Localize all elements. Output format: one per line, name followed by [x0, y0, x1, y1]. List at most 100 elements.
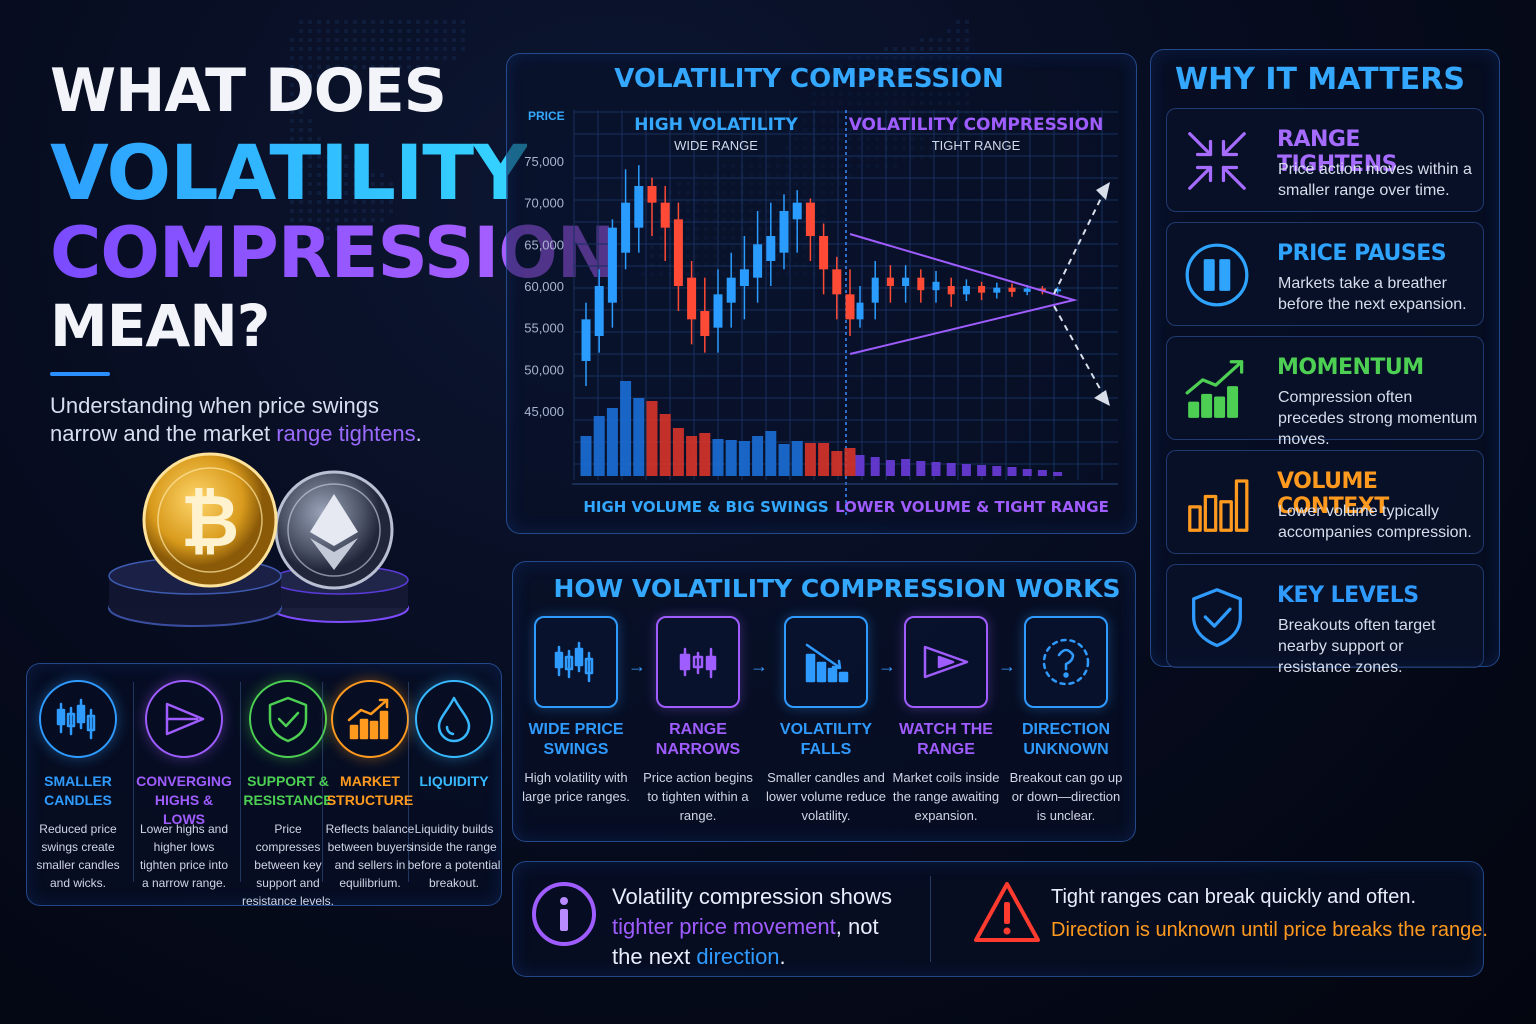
volume-bar — [992, 466, 1002, 476]
price-axis-label: PRICE — [528, 109, 565, 123]
candle-body — [726, 277, 736, 303]
bitcoin-coin-icon: ₿ — [142, 452, 278, 588]
volume-bars-icon — [1181, 467, 1253, 539]
why-item-5: KEY LEVELS Breakouts often target nearby… — [1166, 564, 1484, 676]
concept-desc: Price compresses between key support and… — [241, 822, 335, 908]
candle-body — [779, 211, 789, 253]
volume-bar — [804, 443, 816, 476]
concept-1: SMALLER CANDLES Reduced price swings cre… — [28, 672, 128, 892]
volume-bar — [765, 431, 777, 476]
concept-name: SUPPORT & RESISTANCE — [243, 773, 333, 808]
hero-subtitle: Understanding when price swings narrow a… — [50, 393, 422, 446]
candle-body — [766, 236, 776, 261]
concept-separator — [133, 682, 134, 882]
breakout-down-arrow — [1053, 305, 1105, 397]
candle-body — [947, 286, 955, 295]
ethereum-coin-icon — [274, 470, 394, 590]
warning-icon — [974, 882, 1040, 942]
concept-separator — [322, 682, 323, 882]
volume-bar — [633, 398, 645, 476]
why-item-3: MOMENTUM Compression often precedes stro… — [1166, 336, 1484, 448]
question-icon — [1024, 616, 1108, 708]
candle-body — [1054, 289, 1062, 292]
candle-body — [621, 202, 631, 253]
drop-icon — [415, 680, 493, 758]
footer-divider — [930, 876, 931, 962]
falling-bars-icon — [784, 616, 868, 708]
concept-4: MARKET STRUCTURE Reflects balance betwee… — [322, 672, 418, 892]
chart-panel-title: VOLATILITY COMPRESSION — [614, 64, 1004, 94]
breakout-up-arrow — [1053, 187, 1107, 295]
concept-5: LIQUIDITY Liquidity builds inside the ra… — [404, 672, 504, 892]
step-desc: Smaller candles and lower volume reduce … — [766, 770, 886, 823]
shield-check-icon — [249, 680, 327, 758]
volume-bar — [593, 416, 605, 476]
warning-line1: Tight ranges can break quickly and often… — [1051, 886, 1417, 908]
y-tick-label: 55,000 — [524, 321, 564, 336]
candle-body — [962, 286, 970, 295]
step-name: WATCH THE RANGE — [899, 721, 993, 758]
volume-bar — [870, 457, 880, 476]
why-it-matters-title: WHY IT MATTERS — [1175, 62, 1465, 97]
candle-body — [660, 202, 670, 228]
step-desc: Price action begins to tighten within a … — [643, 770, 753, 823]
why-item-1: RANGE TIGHTENS Price action moves within… — [1166, 108, 1484, 212]
volume-bar — [844, 448, 856, 476]
concept-separator — [240, 682, 241, 882]
candle-body — [902, 277, 910, 286]
step-desc: Market coils inside the range awaiting e… — [892, 770, 1000, 823]
step-arrow-icon: → — [998, 656, 1016, 676]
hero-title-line2: VOLATILITY — [50, 128, 528, 217]
candle-body — [700, 311, 710, 336]
arrow-down-head-icon — [1094, 390, 1110, 406]
left-subheading: WIDE RANGE — [674, 138, 758, 153]
left-heading: HIGH VOLATILITY — [634, 115, 798, 135]
volume-bar — [752, 436, 764, 476]
small-candles-icon — [656, 616, 740, 708]
step-desc: High volatility with large price ranges. — [522, 770, 630, 804]
volume-bar — [946, 463, 956, 476]
volume-bar — [738, 441, 750, 476]
volume-bar — [646, 401, 658, 476]
compression-triangle — [849, 233, 1078, 355]
concept-name: CONVERGING HIGHS & LOWS — [136, 773, 232, 827]
concept-desc: Lower highs and higher lows tighten pric… — [139, 822, 229, 890]
volume-bar — [885, 460, 895, 476]
candle-body — [993, 287, 1001, 293]
right-footer-label: LOWER VOLUME & TIGHT RANGE — [835, 498, 1109, 516]
step-arrow-icon: → — [750, 656, 768, 676]
step-name: WIDE PRICE SWINGS — [528, 721, 624, 758]
volume-bar — [606, 408, 618, 476]
accent-bar — [50, 372, 110, 376]
candles-icon — [534, 616, 618, 708]
left-footer-label: HIGH VOLUME & BIG SWINGS — [583, 498, 828, 516]
y-tick-label: 50,000 — [524, 362, 564, 377]
step-3: VOLATILITY FALLS Smaller candles and low… — [766, 616, 886, 825]
trend-chart-icon — [331, 680, 409, 758]
volume-bar — [672, 428, 684, 476]
candle-body — [792, 202, 802, 220]
step-5: DIRECTION UNKNOWN Breakout can go up or … — [1006, 616, 1126, 825]
candle-body — [739, 269, 749, 286]
volume-bar — [686, 436, 698, 476]
candle-body — [832, 269, 842, 295]
volume-bar — [931, 462, 941, 476]
volume-bar — [855, 455, 865, 476]
why-item-title: PRICE PAUSES — [1277, 241, 1447, 266]
candle-body — [886, 277, 894, 286]
info-icon — [532, 882, 596, 946]
volume-bar — [1007, 467, 1017, 476]
volume-bar — [791, 441, 803, 476]
warning-line2: Direction is unknown until price breaks … — [1051, 919, 1488, 941]
candle-body — [687, 277, 697, 320]
why-item-title: MOMENTUM — [1277, 355, 1424, 380]
y-tick-label: 60,000 — [524, 279, 564, 294]
arrow-up-head-icon — [1096, 182, 1110, 200]
candle-body — [713, 294, 723, 328]
step-name: VOLATILITY FALLS — [779, 721, 873, 758]
hero-title-line4: MEAN? — [50, 292, 270, 360]
volume-bar — [712, 439, 724, 476]
hero-title-line1: WHAT DOES — [50, 56, 447, 126]
coil-icon — [904, 616, 988, 708]
takeaway-panel — [512, 861, 1484, 977]
